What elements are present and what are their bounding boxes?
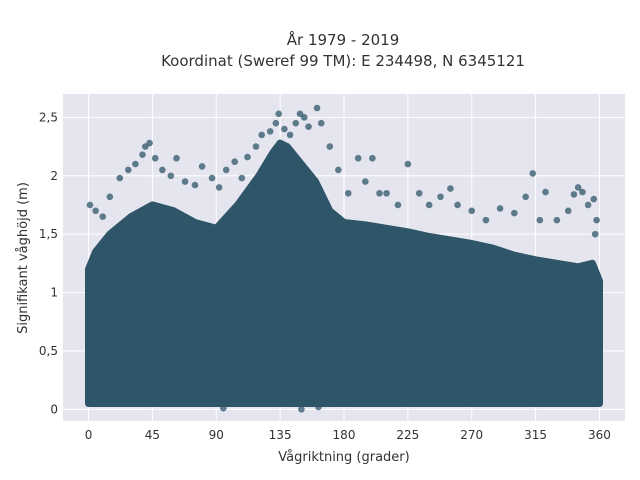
scatter-point xyxy=(574,184,582,191)
scatter-point xyxy=(536,216,544,224)
chart-title-line1: År 1979 - 2019 xyxy=(287,30,400,49)
scatter-point xyxy=(132,160,139,168)
scatter-point xyxy=(447,185,454,192)
scatter-point xyxy=(354,154,362,162)
scatter-point xyxy=(159,166,166,174)
scatter-point xyxy=(335,166,342,174)
scatter-point xyxy=(591,230,599,238)
scatter-point xyxy=(305,123,312,130)
scatter-point xyxy=(376,189,383,197)
x-tick-label: 360 xyxy=(588,428,611,442)
scatter-point xyxy=(222,166,230,174)
scatter-point xyxy=(529,170,537,177)
x-tick-label: 270 xyxy=(460,428,483,442)
scatter-point xyxy=(579,188,586,196)
scatter-point xyxy=(215,184,223,191)
scatter-point xyxy=(106,193,114,201)
scatter-point xyxy=(553,216,561,224)
scatter-point xyxy=(394,201,402,209)
scatter-point xyxy=(326,143,334,150)
scatter-point xyxy=(92,207,99,215)
y-tick-label: 0 xyxy=(50,402,58,416)
scatter-point xyxy=(220,404,227,412)
scatter-point xyxy=(522,193,529,201)
scatter-point xyxy=(238,174,246,182)
scatter-point xyxy=(146,139,153,147)
scatter-point xyxy=(415,189,423,197)
y-axis-label: Signifikant våghöjd (m) xyxy=(16,182,31,334)
scatter-point xyxy=(584,201,592,209)
scatter-point xyxy=(570,191,578,198)
scatter-point xyxy=(252,143,260,150)
x-tick-label: 315 xyxy=(524,428,547,442)
scatter-point xyxy=(298,406,305,413)
scatter-point xyxy=(590,195,598,203)
x-tick-label: 180 xyxy=(333,428,356,442)
scatter-point xyxy=(542,188,549,196)
scatter-point xyxy=(369,154,376,162)
scatter-point xyxy=(124,166,132,174)
scatter-point xyxy=(86,201,94,209)
scatter-point xyxy=(208,174,216,182)
scatter-point xyxy=(361,178,369,185)
scatter-point xyxy=(496,205,504,212)
y-tick-label: 1 xyxy=(50,286,58,300)
scatter-point xyxy=(275,110,283,118)
scatter-point xyxy=(198,163,206,170)
scatter-point xyxy=(468,207,476,215)
scatter-point xyxy=(344,189,352,197)
scatter-point xyxy=(173,154,180,162)
scatter-point xyxy=(151,154,159,162)
scatter-point xyxy=(300,114,308,121)
scatter-point xyxy=(425,201,433,209)
chart-title-line2: Koordinat (Sweref 99 TM): E 234498, N 63… xyxy=(161,52,525,70)
scatter-point xyxy=(383,189,390,197)
scatter-point xyxy=(116,174,124,182)
y-tick-label: 0,5 xyxy=(39,344,58,358)
dense-point-cloud xyxy=(85,139,603,407)
x-tick-label: 225 xyxy=(396,428,419,442)
scatter-point xyxy=(511,209,518,217)
scatter-point xyxy=(281,125,288,133)
x-tick-label: 0 xyxy=(85,428,93,442)
scatter-point xyxy=(181,178,189,185)
scatter-point xyxy=(286,131,294,139)
scatter-point xyxy=(231,158,239,166)
scatter-point xyxy=(99,213,107,220)
scatter-point xyxy=(292,119,300,127)
scatter-point xyxy=(437,193,444,201)
scatter-point xyxy=(191,181,199,189)
y-tick-label: 2,5 xyxy=(39,110,58,124)
x-tick-label: 90 xyxy=(209,428,224,442)
scatter-point xyxy=(454,201,461,209)
scatter-point xyxy=(244,153,251,161)
scatter-point xyxy=(317,119,325,127)
y-axis-ticks: 0 0,5 1 1,5 2 2,5 xyxy=(39,110,58,416)
x-axis-label: Vågriktning (grader) xyxy=(278,450,409,465)
x-axis-ticks: 0 45 90 135 180 225 270 315 360 xyxy=(85,428,611,442)
scatter-point xyxy=(313,104,321,112)
scatter-point xyxy=(404,160,412,168)
y-tick-label: 1,5 xyxy=(39,227,58,241)
scatter-point xyxy=(315,403,322,411)
scatter-point xyxy=(167,172,175,180)
scatter-points xyxy=(85,104,603,413)
scatter-point xyxy=(266,128,274,135)
x-tick-label: 135 xyxy=(269,428,292,442)
scatter-point xyxy=(482,216,490,224)
scatter-point xyxy=(564,207,572,215)
x-tick-label: 45 xyxy=(145,428,160,442)
scatter-point xyxy=(272,119,280,127)
scatter-point xyxy=(139,151,146,159)
scatter-point xyxy=(258,131,265,139)
y-tick-label: 2 xyxy=(50,169,58,183)
scatter-point xyxy=(593,216,600,224)
